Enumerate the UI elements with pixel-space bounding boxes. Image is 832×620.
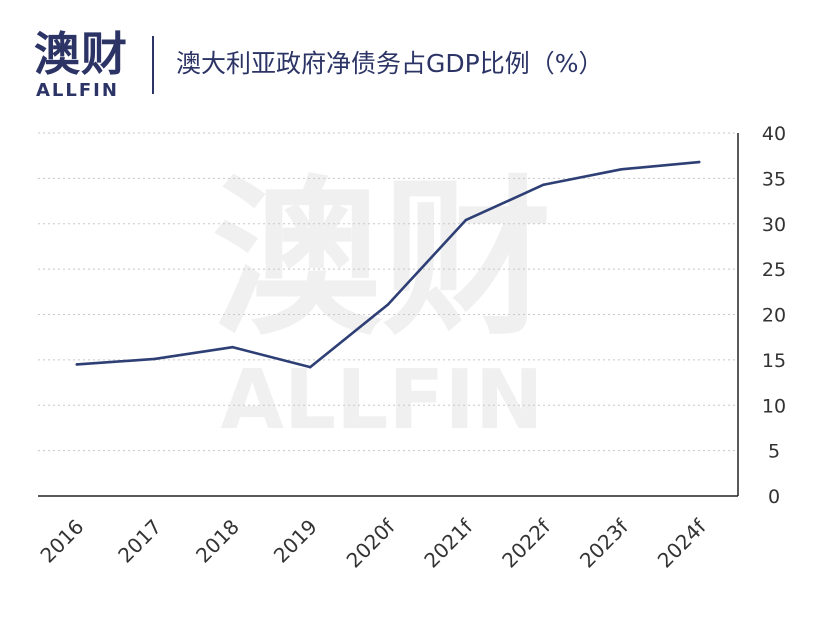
y-tick-label: 35 xyxy=(762,168,786,190)
y-tick-label: 5 xyxy=(768,441,780,463)
data-point xyxy=(75,363,79,366)
y-tick-label: 40 xyxy=(762,123,786,145)
data-point xyxy=(542,183,545,187)
y-tick-label: 25 xyxy=(762,259,786,281)
x-tick-label: 2022f xyxy=(497,514,556,573)
data-point xyxy=(697,160,701,164)
chart-title: 澳大利亚政府净债务占GDP比例（%） xyxy=(176,49,604,78)
axes xyxy=(38,133,739,497)
series-group xyxy=(75,160,701,369)
data-point xyxy=(464,218,468,222)
y-tick-label: 10 xyxy=(762,395,786,417)
brand-logo-chinese: 澳财 xyxy=(34,27,128,81)
x-tick-label: 2019 xyxy=(269,515,322,568)
data-point xyxy=(386,303,390,306)
x-tick-label: 2018 xyxy=(191,515,244,568)
brand-logo-english: ALLFIN xyxy=(36,80,119,101)
x-tick-label: 2021f xyxy=(419,514,478,573)
y-tick-labels: 0 5 10 15 20 25 30 35 40 xyxy=(762,123,786,508)
y-tick-label: 15 xyxy=(762,350,786,372)
data-point xyxy=(231,345,234,349)
y-tick-label: 0 xyxy=(768,486,780,508)
watermark-chinese: 澳财 xyxy=(212,161,552,359)
x-tick-labels: 2016 2017 2018 2019 2020f 2021f 2022f 2023f 2024… xyxy=(35,514,711,573)
watermark: 澳财 ALLFIN xyxy=(212,161,552,448)
y-tick-label: 20 xyxy=(762,305,786,327)
x-tick-label: 2023f xyxy=(575,514,634,573)
header-divider xyxy=(152,36,154,94)
data-point xyxy=(308,365,312,369)
x-tick-label: 2017 xyxy=(113,515,166,568)
x-tick-label: 2024f xyxy=(653,514,712,573)
data-point xyxy=(153,357,156,361)
x-tick-label: 2020f xyxy=(342,514,401,573)
data-point xyxy=(620,168,623,171)
y-tick-label: 30 xyxy=(762,214,786,236)
x-tick-label: 2016 xyxy=(35,515,88,568)
watermark-english: ALLFIN xyxy=(220,353,543,448)
